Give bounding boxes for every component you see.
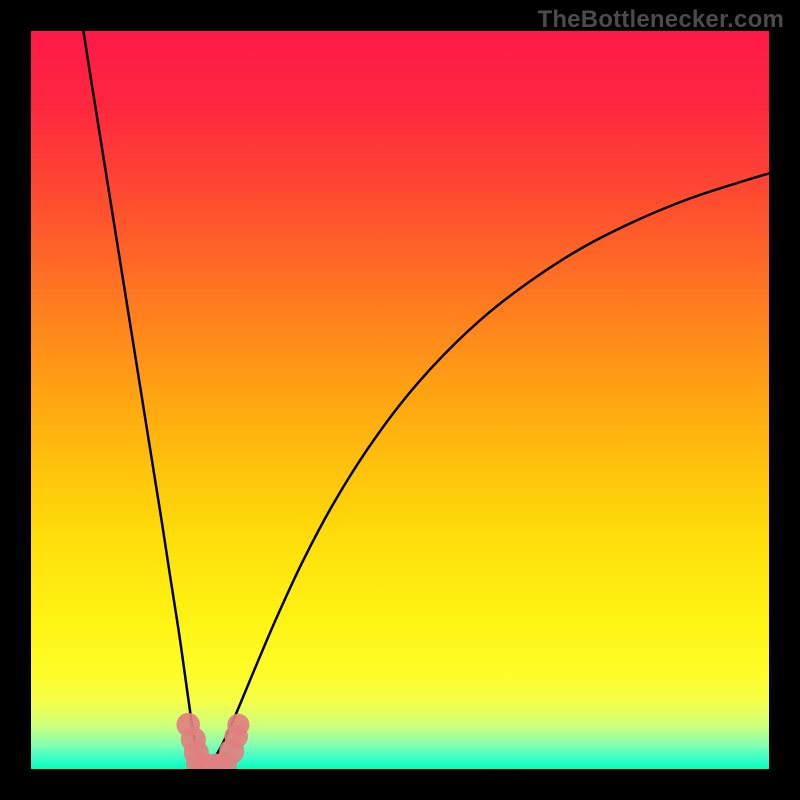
valley-marker-dot	[227, 714, 249, 736]
watermark-text: TheBottlenecker.com	[537, 6, 784, 34]
chart-plot-area	[31, 31, 769, 769]
